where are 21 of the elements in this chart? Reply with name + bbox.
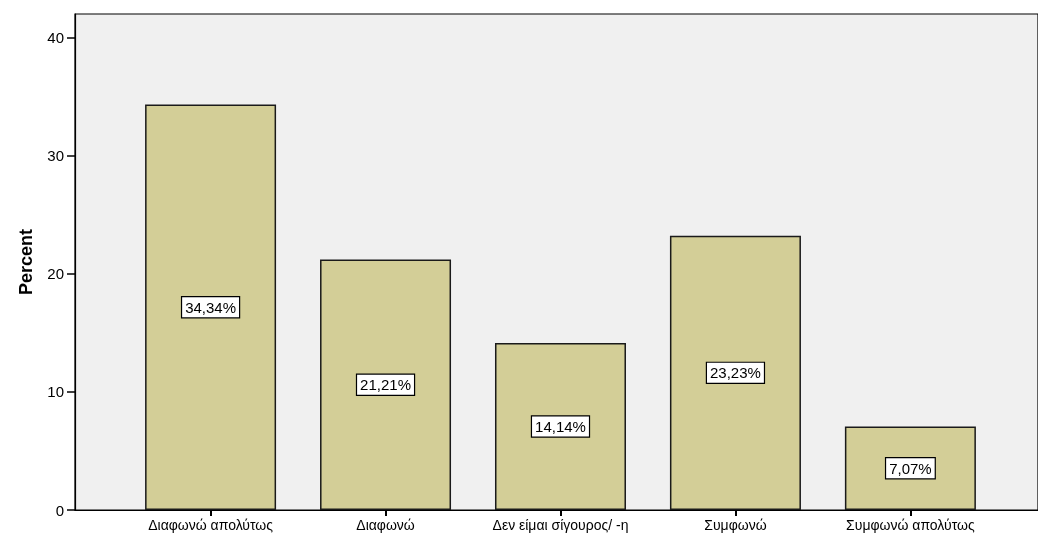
data-label: 34,34% (185, 298, 237, 316)
x-tick-label: Δεν είμαι σίγουρος/ -η (492, 517, 629, 533)
data-label: 7,07% (889, 459, 932, 477)
y-axis-title: Percent (16, 228, 36, 296)
data-label: 21,21% (360, 376, 411, 394)
bar (844, 426, 976, 510)
y-tick-label: 0 (55, 501, 64, 519)
data-label: 14,14% (535, 418, 586, 436)
x-tick-label: Διαφωνώ (356, 517, 415, 533)
x-tick-label: Διαφωνώ απολύτως (148, 517, 274, 533)
x-tick-label: Συμφωνώ (704, 517, 767, 533)
data-label: 23,23% (710, 364, 761, 382)
y-tick-label: 20 (47, 265, 64, 283)
bar (145, 104, 277, 510)
bar (669, 235, 801, 510)
bar (494, 343, 626, 510)
y-tick-label: 10 (47, 383, 64, 401)
y-tick-label: 40 (47, 29, 64, 47)
y-tick-label: 30 (47, 147, 64, 165)
x-tick-label: Συμφωνώ απολύτως (846, 517, 975, 533)
bar (320, 259, 452, 510)
